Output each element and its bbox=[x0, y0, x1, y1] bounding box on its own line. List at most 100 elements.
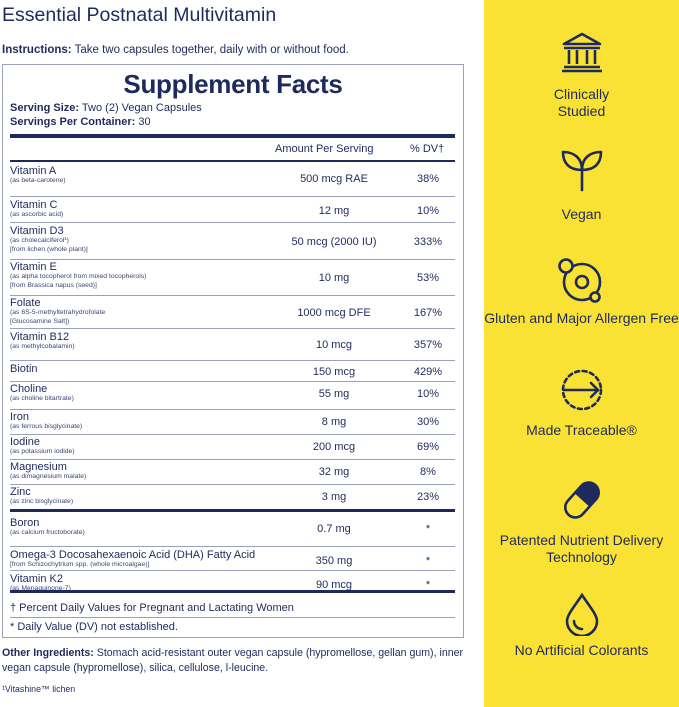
lichen-footnote: ¹Vitashine™ lichen bbox=[2, 684, 76, 694]
star-note: * Daily Value (DV) not established. bbox=[10, 621, 178, 633]
nutrient-source: [from Schizochytrium spp. (whole microal… bbox=[10, 561, 150, 568]
nutrient-source: (as 6S-5-methyltetrahydrofolate bbox=[10, 309, 106, 316]
daily-value: 333% bbox=[413, 236, 443, 248]
molecule-icon bbox=[557, 258, 601, 303]
daily-value-header: % DV† bbox=[410, 143, 445, 155]
nutrient-row: Biotin 150 mcg 429% bbox=[10, 363, 455, 380]
nutrient-name: Zinc (as zinc bisglycinate) bbox=[10, 486, 74, 505]
amount-per-serving: 32 mg bbox=[318, 466, 350, 478]
nutrient-name: Omega-3 Docosahexaenoic Acid (DHA) Fatty… bbox=[10, 549, 256, 568]
supplement-facts-panel: Supplement Facts Serving Size: Two (2) V… bbox=[2, 64, 464, 638]
dagger-note: † Percent Daily Values for Pregnant and … bbox=[10, 602, 294, 614]
nutrient-name: Biotin bbox=[10, 363, 38, 375]
nutrient-row: Vitamin C (as ascorbic acid) 12 mg 10% bbox=[10, 199, 455, 221]
daily-value: 23% bbox=[416, 491, 440, 503]
row-divider bbox=[10, 360, 455, 361]
amount-per-serving: 8 mg bbox=[321, 416, 347, 428]
feature-panel: Clinically Studied Vegan Gluten and Majo… bbox=[484, 0, 679, 707]
nutrient-name: Magnesium (as dimagnesium malate) bbox=[10, 461, 87, 480]
capsule-icon bbox=[563, 481, 600, 519]
daily-value: 38% bbox=[416, 173, 440, 185]
feature-label: No Artificial Colorants bbox=[514, 642, 649, 658]
nutrient-row: Choline (as choline bitartrate) 55 mg 10% bbox=[10, 383, 455, 408]
nutrient-name: Vitamin K2 (as Menaquinone-7) bbox=[10, 573, 71, 592]
amount-per-serving: 200 mcg bbox=[312, 441, 356, 453]
nutrient-row: Vitamin A (as beta-carotene) 500 mcg RAE 38… bbox=[10, 165, 455, 195]
drop-icon bbox=[565, 592, 598, 636]
nutrient-name: Vitamin E (as alpha tocopherol from mixed… bbox=[10, 261, 147, 289]
nutrient-row: Zinc (as zinc bisglycinate) 3 mg 23% bbox=[10, 486, 455, 508]
feature-delivery-technology: Patented Nutrient Delivery Technology bbox=[484, 478, 679, 566]
section-divider bbox=[10, 509, 455, 512]
feature-clinically-studied: Clinically Studied bbox=[484, 30, 679, 120]
daily-value: 53% bbox=[416, 272, 440, 284]
daily-value: 10% bbox=[416, 205, 440, 217]
thick-divider bbox=[10, 134, 455, 138]
amount-per-serving: 150 mcg bbox=[312, 366, 356, 378]
nutrient-source: (as beta-carotene) bbox=[10, 177, 66, 184]
servings-per-container: Servings Per Container: 30 bbox=[10, 116, 151, 128]
daily-value: * bbox=[425, 579, 431, 591]
header-divider bbox=[10, 160, 455, 162]
amount-per-serving: 1000 mcg DFE bbox=[297, 307, 371, 319]
sprout-icon bbox=[561, 150, 602, 192]
daily-value: 429% bbox=[413, 366, 443, 378]
amount-per-serving: 50 mcg (2000 IU) bbox=[291, 236, 377, 248]
row-divider bbox=[10, 222, 455, 223]
daily-value: 167% bbox=[413, 307, 443, 319]
nutrient-source: (as potassium iodide) bbox=[10, 448, 75, 455]
amount-per-serving: 90 mcg bbox=[315, 579, 353, 591]
amount-per-serving: 3 mg bbox=[321, 491, 347, 503]
nutrient-row: Iodine (as potassium iodide) 200 mcg 69% bbox=[10, 436, 455, 458]
supplement-label: Essential Postnatal Multivitamin Instruc… bbox=[2, 4, 464, 694]
nutrient-row: Iron (as ferrous bisglycinate) 8 mg 30% bbox=[10, 411, 455, 433]
row-divider bbox=[10, 381, 455, 382]
feature-made-traceable: Made Traceable® bbox=[484, 368, 679, 439]
nutrient-row: Omega-3 Docosahexaenoic Acid (DHA) Fatty… bbox=[10, 549, 455, 569]
row-divider bbox=[10, 295, 455, 296]
nutrient-name: Iodine (as potassium iodide) bbox=[10, 436, 75, 455]
row-divider bbox=[10, 409, 455, 410]
nutrient-name: Folate (as 6S-5-methyltetrahydrofolate [Gl… bbox=[10, 297, 106, 325]
amount-per-serving: 10 mcg bbox=[315, 339, 353, 351]
row-divider bbox=[10, 484, 455, 485]
nutrient-name: Iron (as ferrous bisglycinate) bbox=[10, 411, 83, 430]
nutrient-name: Boron (as calcium fructoborate) bbox=[10, 517, 85, 536]
row-divider bbox=[10, 459, 455, 460]
nutrient-source: (as zinc bisglycinate) bbox=[10, 498, 74, 505]
nutrient-row: Magnesium (as dimagnesium malate) 32 mg 8% bbox=[10, 461, 455, 483]
feature-no-colorants: No Artificial Colorants bbox=[484, 592, 679, 659]
amount-per-serving: 12 mg bbox=[318, 205, 350, 217]
note-divider bbox=[10, 617, 455, 618]
nutrient-name: Vitamin A (as beta-carotene) bbox=[10, 165, 66, 184]
daily-value: 8% bbox=[420, 466, 436, 478]
amount-per-serving: 10 mg bbox=[318, 272, 350, 284]
row-divider bbox=[10, 196, 455, 197]
other-ingredients: Other Ingredients: Stomach acid-resistan… bbox=[2, 647, 464, 674]
nutrient-row: Vitamin B12 (as methylcobalamin) 10 mcg 357… bbox=[10, 331, 455, 359]
nutrient-name: Choline (as choline bitartrate) bbox=[10, 383, 74, 402]
nutrient-source: [from lichen (whole plant)] bbox=[10, 245, 88, 253]
serving-size: Serving Size: Two (2) Vegan Capsules bbox=[10, 102, 202, 114]
nutrient-source: (as choline bitartrate) bbox=[10, 395, 74, 402]
building-columns-icon bbox=[561, 32, 602, 73]
daily-value: * bbox=[425, 555, 431, 567]
feature-label: Clinically Studied bbox=[553, 86, 610, 119]
feature-label: Made Traceable® bbox=[526, 422, 637, 438]
daily-value: 30% bbox=[416, 416, 440, 428]
amount-per-serving-header: Amount Per Serving bbox=[275, 143, 374, 155]
traceable-arrow-icon bbox=[561, 369, 602, 411]
daily-value: * bbox=[425, 523, 431, 535]
nutrient-source: (as alpha tocopherol from mixed tocopher… bbox=[10, 273, 147, 280]
feature-label: Vegan bbox=[561, 206, 602, 222]
nutrient-row: Vitamin E (as alpha tocopherol from mixed… bbox=[10, 261, 455, 294]
daily-value: 357% bbox=[413, 339, 443, 351]
instructions: Instructions: Take two capsules together… bbox=[2, 44, 349, 56]
nutrient-source: (as cholecalciferol¹) bbox=[10, 237, 69, 244]
row-divider bbox=[10, 546, 455, 547]
nutrient-source: (as methylcobalamin) bbox=[10, 343, 75, 350]
nutrient-row: Folate (as 6S-5-methyltetrahydrofolate [Gl… bbox=[10, 297, 455, 327]
amount-per-serving: 350 mg bbox=[315, 555, 353, 567]
nutrient-source: (as dimagnesium malate) bbox=[10, 473, 87, 480]
nutrient-source: [Glucosamine Salt]) bbox=[10, 317, 70, 325]
